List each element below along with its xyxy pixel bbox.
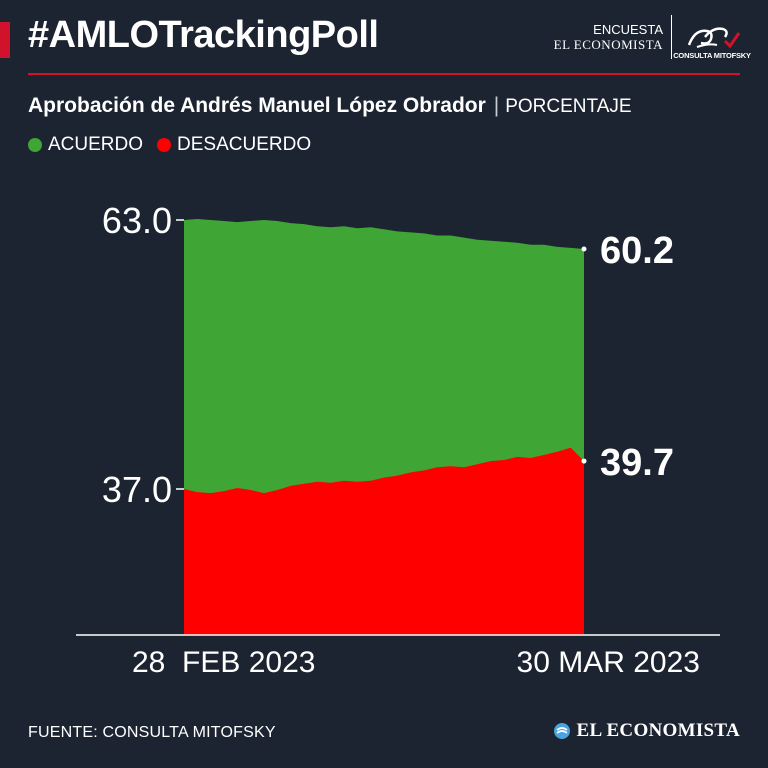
mitofsky-logo: CONSULTA MITOFSKY [673, 14, 751, 60]
subtitle-main: Aprobación de Andrés Manuel López Obrado… [28, 94, 486, 117]
legend-item-acuerdo: ACUERDO [28, 134, 143, 156]
brand-text: ENCUESTA EL ECONOMISTA [554, 22, 663, 52]
legend-item-desacuerdo: DESACUERDO [157, 134, 311, 156]
end-dot-acuerdo [581, 246, 587, 252]
end-label-desacuerdo: 39.7 [600, 442, 674, 484]
subtitle-separator: | [493, 94, 500, 117]
end-dot-desacuerdo [581, 458, 587, 464]
legend-label-acuerdo: ACUERDO [48, 134, 144, 155]
brand-encuesta: ENCUESTA [593, 22, 663, 37]
x-label-start: 28 FEB 2023 [132, 646, 315, 679]
accent-bar [0, 22, 10, 58]
footer-logo: EL ECONOMISTA [553, 720, 741, 742]
legend: ACUERDO DESACUERDO [28, 134, 311, 156]
chart-subtitle: Aprobación de Andrés Manuel López Obrado… [28, 94, 632, 118]
subtitle-unit: PORCENTAJE [505, 96, 632, 117]
legend-dot-acuerdo [28, 138, 42, 152]
legend-label-desacuerdo: DESACUERDO [177, 134, 312, 155]
legend-dot-desacuerdo [157, 138, 172, 152]
tick-label-63: 63.0 [102, 200, 172, 241]
economista-logo-icon [553, 723, 570, 739]
brand-economista: EL ECONOMISTA [553, 37, 663, 52]
mitofsky-label: CONSULTA MITOFSKY [673, 51, 751, 60]
end-label-acuerdo: 60.2 [600, 230, 674, 272]
mitofsky-emblem-icon [687, 27, 741, 49]
brand-divider [671, 15, 672, 59]
source-note: FUENTE: CONSULTA MITOFSKY [28, 724, 276, 741]
brand-block: ENCUESTA EL ECONOMISTA CONSULTA MITOFSKY [554, 14, 751, 60]
header-rule [28, 73, 740, 75]
page-title: #AMLOTrackingPoll [28, 14, 379, 56]
tick-label-37: 37.0 [102, 469, 172, 510]
area-desacuerdo [184, 447, 584, 635]
x-label-end: 30 MAR 2023 [517, 646, 700, 679]
footer-logo-text: EL ECONOMISTA [576, 720, 740, 741]
